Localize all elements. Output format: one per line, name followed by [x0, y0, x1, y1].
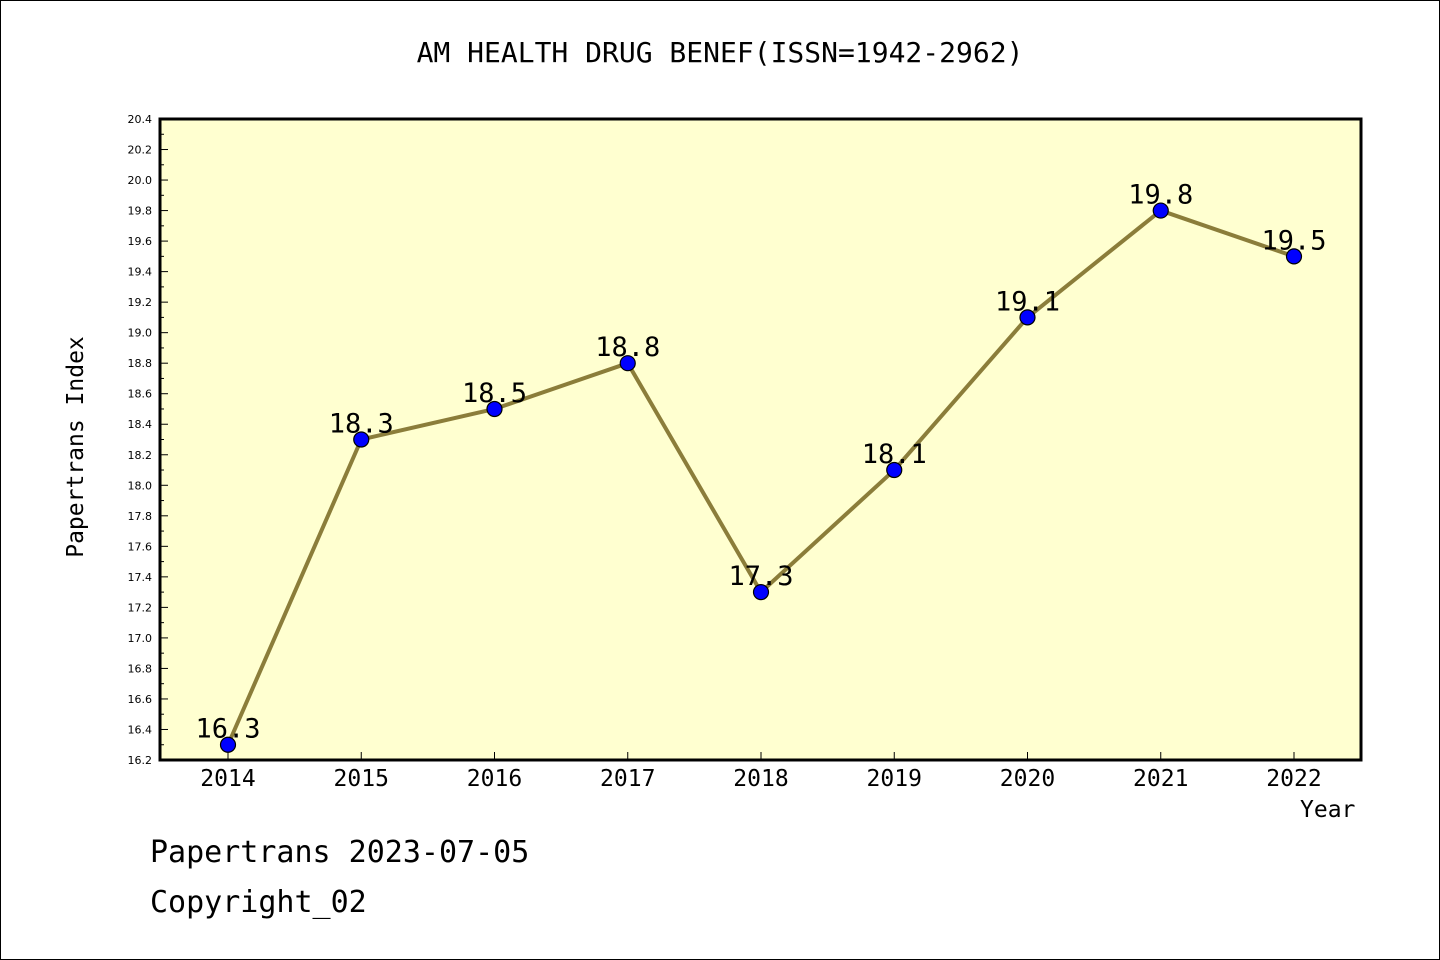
data-label: 19.8: [1128, 180, 1193, 211]
x-tick-label: 2019: [867, 766, 922, 792]
x-tick-label: 2020: [1000, 766, 1055, 792]
data-point: [1152, 202, 1169, 219]
data-point: [486, 400, 503, 418]
chart-title: AM HEALTH DRUG BENEF(ISSN=1942-2962): [416, 36, 1024, 69]
x-tick-label: 2018: [733, 766, 788, 792]
data-label: 17.3: [728, 561, 793, 592]
y-tick-label: 19.4: [128, 266, 153, 279]
footer-copyright: Copyright_02: [150, 885, 367, 920]
data-label: 18.3: [329, 409, 394, 440]
x-axis-label: Year: [1300, 797, 1356, 823]
y-tick-label: 20.0: [128, 174, 153, 187]
y-tick-label: 18.0: [128, 479, 153, 492]
data-label: 18.5: [462, 378, 527, 409]
plot-border: [158, 117, 1363, 762]
y-tick-label: 16.4: [128, 723, 153, 736]
data-label: 16.3: [195, 714, 260, 745]
y-tick-label: 18.2: [128, 449, 153, 462]
y-tick-label: 19.2: [128, 296, 153, 309]
y-tick-label: 20.2: [128, 144, 153, 157]
data-point: [353, 431, 370, 448]
y-tick-label: 18.4: [128, 418, 153, 431]
y-tick-label: 17.4: [128, 571, 153, 584]
y-tick-label: 17.2: [128, 601, 153, 614]
data-label: 19.5: [1261, 225, 1326, 256]
x-tick-label: 2022: [1266, 766, 1321, 792]
y-tick-label: 16.6: [128, 693, 153, 706]
y-tick-label: 17.0: [128, 632, 153, 645]
data-label: 18.8: [595, 332, 660, 363]
x-tick-label: 2016: [467, 766, 522, 792]
data-label: 19.1: [995, 286, 1060, 317]
x-tick-label: 2021: [1133, 766, 1188, 792]
y-tick-label: 19.8: [128, 205, 153, 218]
y-tick-label: 17.8: [128, 510, 153, 523]
y-tick-label: 19.0: [128, 327, 153, 340]
y-tick-label: 16.2: [128, 754, 153, 767]
y-tick-label: 19.6: [128, 235, 153, 248]
y-tick-label: 18.6: [128, 388, 153, 401]
data-point: [219, 736, 237, 753]
y-tick-label: 20.4: [128, 113, 153, 126]
data-point: [619, 355, 636, 372]
data-point: [886, 461, 903, 479]
data-point: [1019, 309, 1036, 326]
plot-area: [160, 119, 1361, 760]
data-point: [752, 584, 770, 601]
y-tick-label: 16.8: [128, 662, 153, 675]
data-label: 18.1: [862, 439, 927, 470]
data-point: [1285, 248, 1303, 265]
y-tick-label: 17.6: [128, 540, 153, 553]
y-tick-label: 18.8: [128, 357, 153, 370]
x-tick-label: 2014: [200, 766, 255, 792]
x-tick-label: 2015: [334, 766, 389, 792]
footer-date: Papertrans 2023-07-05: [150, 835, 530, 870]
x-tick-label: 2017: [600, 766, 655, 792]
